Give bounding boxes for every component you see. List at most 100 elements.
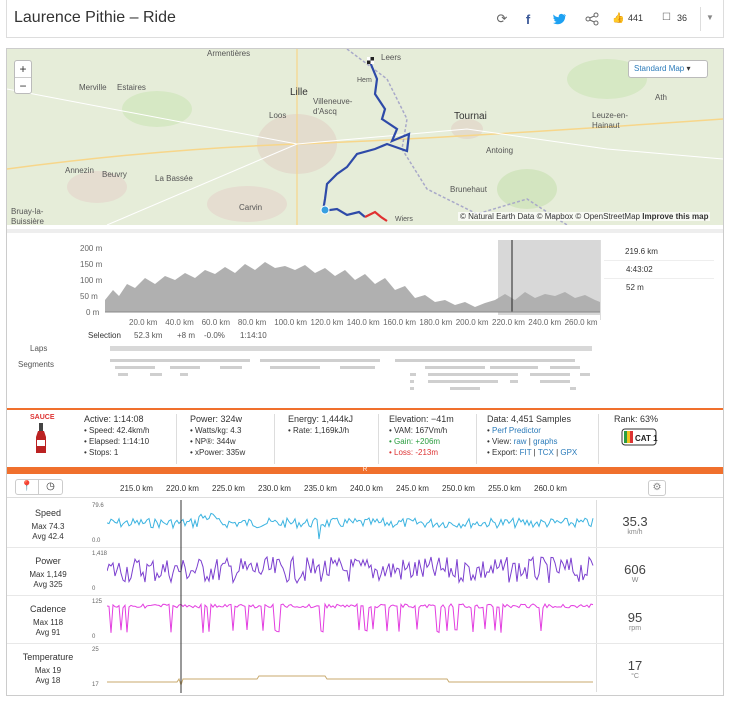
elevation-title: Elevation: −41m (389, 414, 454, 424)
stream-line (107, 675, 593, 687)
view-raw-link[interactable]: raw (513, 437, 527, 446)
x-tick: 220.0 km (492, 318, 525, 327)
stream-top-tick: 25 (92, 647, 99, 653)
route-map[interactable]: Armentières Leers Lille Villeneuve-d'Asc… (7, 49, 723, 225)
zoom-out-button[interactable]: − (19, 79, 27, 93)
divider (598, 414, 599, 464)
map-style-select[interactable]: Standard Map ▾ (628, 60, 708, 78)
clock-icon[interactable]: ◷ (46, 481, 55, 492)
y-tick: 150 m (80, 260, 103, 269)
segments-bars[interactable] (110, 357, 595, 397)
improve-map-link[interactable]: Improve this map (642, 212, 709, 221)
x-tick: 260.0 km (564, 318, 598, 327)
distance-stat: 219.6 km (625, 247, 658, 256)
laps-bar[interactable] (110, 346, 592, 351)
x-tick: 240.0 km (528, 318, 562, 327)
zoom-controls: + − (14, 60, 32, 94)
divider (7, 497, 723, 498)
stream-max: Max 118 (32, 618, 64, 627)
divider (596, 644, 597, 692)
export-fit-link[interactable]: FIT (519, 448, 532, 457)
stream-unit: rpm (628, 625, 642, 632)
active-line: • Elapsed: 1:14:10 (84, 437, 150, 446)
divider (604, 260, 714, 261)
x-tick: 255.0 km (488, 484, 521, 493)
chevron-down-icon[interactable]: ▼ (706, 13, 714, 22)
power-title: Power: 324w (190, 414, 243, 424)
divider (476, 414, 477, 464)
data-title: Data: 4,451 Samples (487, 414, 572, 424)
y-tick: 200 m (80, 244, 103, 253)
divider (596, 500, 597, 548)
map-label: Beuvry (102, 170, 127, 179)
x-tick: 20.0 km (129, 318, 158, 327)
elevation-chart[interactable] (105, 240, 600, 315)
sauce-bottle-icon[interactable] (34, 423, 48, 455)
rank-stats: Rank: 63% (614, 414, 674, 425)
stream-value: 17 (627, 658, 643, 673)
divider (274, 414, 275, 464)
cat-badge-icon[interactable]: CAT 1 (620, 427, 658, 447)
gear-icon[interactable]: ⚙ (648, 480, 666, 496)
zoom-in-button[interactable]: + (15, 61, 31, 78)
map-label: Tournai (454, 111, 487, 122)
stream-name: Speed (34, 508, 62, 518)
map-label: Merville (79, 83, 107, 92)
elevation-gain: • Gain: +206m (389, 437, 441, 446)
activity-header (6, 0, 724, 38)
map-label: Villeneuve-d'Ascq (313, 97, 353, 116)
rank-title: Rank: 63% (614, 414, 659, 424)
stream-max: Max 1,149 (29, 570, 67, 579)
kudos-count: 441 (628, 13, 644, 23)
active-line: • Stops: 1 (84, 448, 119, 457)
divider (176, 414, 177, 464)
y-tick: 50 m (80, 292, 98, 301)
x-tick: 250.0 km (442, 484, 475, 493)
kudos-icon[interactable]: 👍 (612, 13, 625, 24)
refresh-icon[interactable]: ⟳ (496, 11, 508, 26)
facebook-icon[interactable]: f (525, 11, 531, 27)
map-label: Bruay-la-Buissière (11, 207, 44, 225)
stream-line (107, 602, 594, 634)
selection-time: 1:14:10 (240, 331, 267, 340)
map-attribution: © Natural Earth Data © Mapbox © OpenStre… (458, 212, 711, 221)
comment-icon[interactable]: ☐ (662, 12, 671, 23)
map-pin-icon[interactable]: 📍 (16, 480, 40, 494)
energy-stats: Energy: 1,444kJ • Rate: 1,169kJ/h (288, 414, 378, 436)
map-label: La Bassée (155, 174, 193, 183)
share-icon[interactable] (578, 8, 606, 30)
x-tick: 260.0 km (534, 484, 567, 493)
x-tick: 245.0 km (396, 484, 429, 493)
export-tcx-link[interactable]: TCX (537, 448, 554, 457)
elevation-loss: • Loss: -213m (389, 448, 439, 457)
stream-avg: Avg 91 (35, 628, 61, 637)
data-stats: Data: 4,451 Samples • Perf Predictor • V… (487, 414, 578, 457)
elevation-area (105, 262, 600, 312)
export-gpx-link[interactable]: GPX (560, 448, 578, 457)
stream-charts[interactable] (107, 500, 597, 695)
view-graphs-link[interactable]: graphs (533, 437, 558, 446)
selection-gain: +8 m (177, 331, 196, 340)
stream-value: 606 (624, 562, 646, 577)
stream-unit: °C (631, 673, 639, 680)
energy-title: Energy: 1,444kJ (288, 414, 354, 424)
twitter-icon[interactable] (546, 8, 574, 30)
perf-predictor-link[interactable]: Perf Predictor (492, 426, 541, 435)
map-resize-handle[interactable] (7, 229, 723, 233)
divider (596, 548, 597, 596)
x-tick: 140.0 km (346, 318, 380, 327)
map-label: Antoing (486, 146, 514, 155)
x-tick: 200.0 km (455, 318, 489, 327)
stream-name: Power (35, 556, 61, 566)
stream-max: Max 74.3 (31, 522, 65, 531)
panel-resize-handle[interactable]: R (7, 467, 723, 474)
x-tick: 160.0 km (383, 318, 416, 327)
view-prefix: • View: (487, 437, 514, 446)
active-title: Active: 1:14:08 (84, 414, 144, 424)
divider (604, 278, 714, 279)
stream-value: 35.3 (622, 514, 648, 529)
map-label: Leuze-en-Hainaut (592, 111, 629, 130)
stream-max: Max 19 (34, 666, 62, 675)
stream-avg: Avg 18 (35, 676, 61, 685)
export-prefix: • Export: (487, 448, 520, 457)
